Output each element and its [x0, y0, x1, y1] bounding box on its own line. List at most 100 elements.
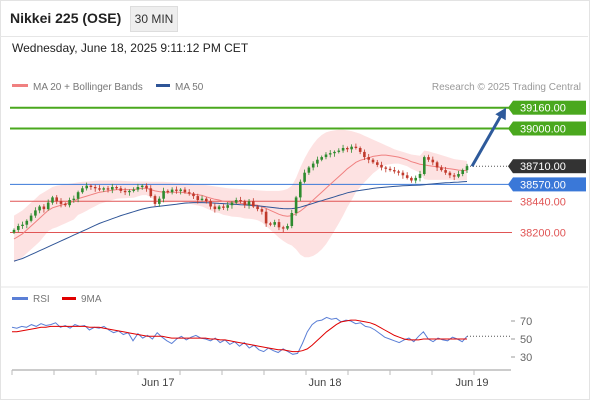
- candle-body: [410, 177, 413, 181]
- candle-body: [277, 222, 281, 228]
- rsi-layer: 70 50 30: [11, 316, 532, 364]
- candle: [209, 198, 212, 210]
- price-label-box: [513, 121, 586, 136]
- price-label: 39160.00: [508, 100, 586, 115]
- price-label: 38200.00: [520, 228, 566, 240]
- price-label-pointer: [508, 177, 513, 192]
- candle-body: [209, 201, 212, 207]
- candle-body: [452, 175, 456, 177]
- candle: [380, 161, 383, 171]
- candle: [303, 169, 306, 184]
- candle: [427, 154, 430, 162]
- candle-body: [59, 201, 63, 204]
- candle: [145, 183, 148, 192]
- candle: [98, 185, 101, 192]
- instrument-title: Nikkei 225 (OSE): [10, 10, 122, 26]
- rsi-tick-label: 50: [520, 334, 532, 346]
- candle-body: [192, 193, 195, 197]
- candle-body: [179, 189, 182, 191]
- candle-body: [196, 196, 200, 200]
- candle: [281, 225, 285, 233]
- x-tick-label: Jun 18: [308, 377, 341, 389]
- candle: [363, 149, 366, 160]
- price-label-text: 38200.00: [520, 228, 566, 240]
- candle-body: [401, 172, 405, 176]
- candle-body: [98, 188, 101, 190]
- candle: [162, 187, 165, 203]
- candle-body: [217, 206, 221, 210]
- candle-body: [346, 148, 349, 150]
- candle-body: [222, 206, 225, 208]
- price-label-text: 38570.00: [520, 179, 566, 191]
- candle-body: [12, 229, 16, 233]
- candle-body: [128, 190, 131, 193]
- candle-body: [239, 200, 242, 202]
- candle: [68, 197, 71, 208]
- candle-body: [376, 162, 379, 165]
- price-label: 38440.00: [520, 196, 566, 208]
- price-label-box: [513, 100, 586, 115]
- bollinger-band-area: [14, 129, 467, 263]
- candle: [350, 144, 353, 153]
- candle-body: [230, 202, 234, 206]
- candle: [307, 165, 311, 175]
- candle: [59, 198, 63, 208]
- timeframe-button[interactable]: 30 MIN: [130, 6, 178, 32]
- candle-body: [38, 206, 41, 211]
- candle-body: [316, 159, 319, 164]
- candle-body: [158, 198, 161, 204]
- candle-body: [115, 187, 118, 189]
- candle: [448, 171, 452, 179]
- candle-body: [393, 170, 396, 172]
- candle-body: [205, 198, 208, 202]
- candle: [12, 228, 16, 235]
- ma50-legend-swatch: [156, 84, 170, 87]
- price-label-pointer: [508, 100, 513, 115]
- candle: [388, 166, 392, 172]
- candle-body: [354, 146, 358, 148]
- candle: [81, 185, 84, 194]
- candle: [452, 172, 456, 181]
- candle-body: [183, 189, 187, 193]
- candle: [346, 146, 349, 153]
- candle: [115, 185, 118, 190]
- price-label: 38710.00: [508, 159, 586, 174]
- candle: [358, 146, 362, 155]
- rsi-legend-label: RSI: [33, 294, 50, 305]
- candle-body: [68, 200, 71, 206]
- candle-body: [363, 151, 366, 158]
- candle-body: [46, 202, 50, 210]
- candle-body: [358, 148, 362, 152]
- rsi-ma-legend-swatch: [62, 297, 76, 300]
- candle-body: [226, 205, 229, 208]
- candle: [405, 172, 409, 180]
- candle-body: [264, 211, 268, 224]
- price-label-box: [513, 159, 586, 174]
- price-labels-layer: 39160.00 39000.00 38710.00 38570.00 38440.00…: [508, 100, 586, 240]
- candle: [320, 155, 323, 162]
- candle: [341, 144, 345, 153]
- candle-body: [136, 187, 140, 190]
- candle: [435, 160, 439, 172]
- candle-body: [21, 224, 24, 226]
- candle: [397, 169, 400, 176]
- candle: [410, 176, 413, 183]
- candle-body: [299, 181, 302, 198]
- candle: [128, 189, 131, 196]
- candle-body: [187, 192, 191, 194]
- candle: [239, 196, 242, 204]
- candle: [414, 175, 417, 184]
- candle: [311, 161, 315, 171]
- candle-body: [444, 170, 447, 173]
- candle: [384, 165, 388, 173]
- candle: [166, 189, 170, 194]
- ma50-legend-label: MA 50: [175, 82, 204, 93]
- rsi-tick-label: 70: [520, 316, 532, 328]
- candle-body: [17, 226, 20, 230]
- candle: [106, 185, 110, 193]
- candle: [17, 223, 20, 233]
- candle: [324, 152, 328, 160]
- candle-body: [42, 206, 46, 210]
- candle: [21, 221, 24, 229]
- candle: [55, 195, 58, 205]
